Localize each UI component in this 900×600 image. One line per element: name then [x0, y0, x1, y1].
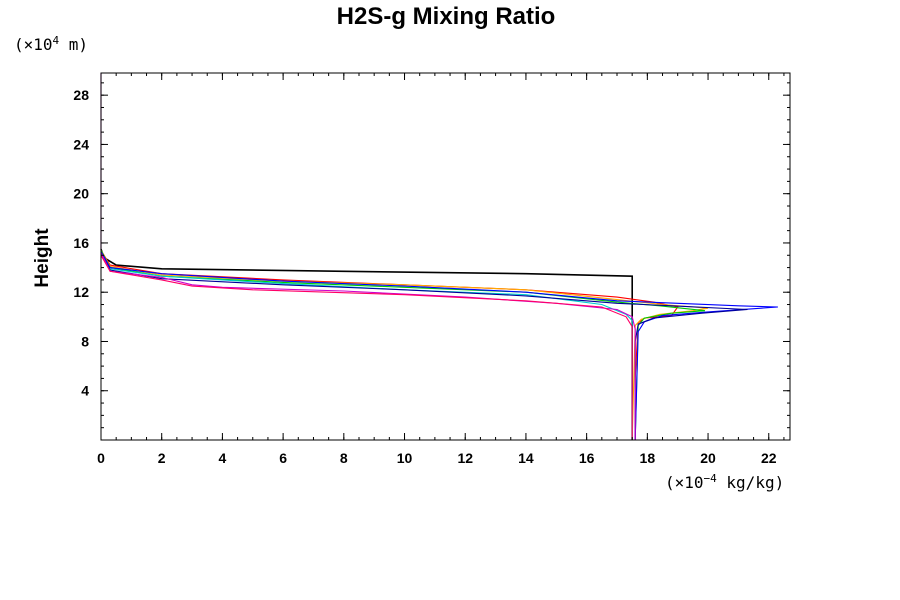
- y-tick-label: 24: [73, 136, 89, 152]
- x-tick-label: 4: [219, 450, 227, 466]
- x-tick-label: 2: [158, 450, 166, 466]
- x-tick-label: 6: [279, 450, 287, 466]
- x-tick-label: 10: [397, 450, 413, 466]
- series-line-5: [100, 251, 633, 440]
- x-tick-label: 14: [518, 450, 534, 466]
- y-tick-label: 28: [73, 87, 89, 103]
- series-line-2: [100, 250, 679, 440]
- y-tick-label: 20: [73, 186, 89, 202]
- x-tick-label: 12: [457, 450, 473, 466]
- plot-frame: [100, 72, 791, 441]
- x-tick-label: 0: [97, 450, 105, 466]
- series-line-1: [100, 248, 633, 440]
- x-tick-label: 18: [640, 450, 656, 466]
- x-tick-label: 22: [761, 450, 777, 466]
- y-tick-label: 4: [81, 383, 89, 399]
- chart-title: H2S-g Mixing Ratio: [337, 3, 556, 30]
- series-line-9: [100, 255, 633, 440]
- series-line-3: [100, 250, 709, 441]
- x-tick-label: 20: [700, 450, 716, 466]
- y-tick-label: 12: [73, 284, 89, 300]
- x-tick-label: 8: [340, 450, 348, 466]
- series-line-4: [100, 250, 706, 441]
- y-axis-unit: (×104 m): [14, 34, 88, 54]
- series-line-7: [100, 252, 748, 440]
- series-line-8: [100, 252, 636, 440]
- y-tick-label: 8: [81, 333, 89, 349]
- y-axis-label: Height: [32, 228, 53, 288]
- series-layer: [100, 73, 778, 441]
- x-tick-label: 16: [579, 450, 595, 466]
- series-line-6: [100, 251, 778, 441]
- x-axis-unit: (×10−4 kg/kg): [665, 472, 784, 492]
- y-tick-label: 16: [73, 235, 89, 251]
